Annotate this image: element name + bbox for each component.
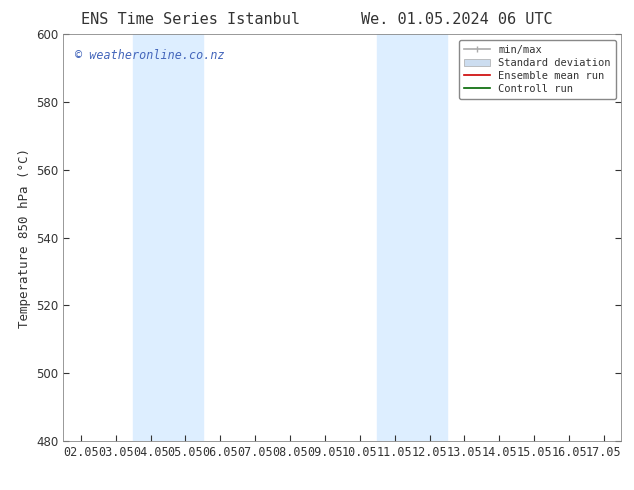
Text: ENS Time Series Istanbul: ENS Time Series Istanbul xyxy=(81,12,300,27)
Legend: min/max, Standard deviation, Ensemble mean run, Controll run: min/max, Standard deviation, Ensemble me… xyxy=(459,40,616,99)
Bar xyxy=(377,34,447,441)
Text: © weatheronline.co.nz: © weatheronline.co.nz xyxy=(75,49,224,62)
Text: We. 01.05.2024 06 UTC: We. 01.05.2024 06 UTC xyxy=(361,12,552,27)
Bar xyxy=(133,34,203,441)
Y-axis label: Temperature 850 hPa (°C): Temperature 850 hPa (°C) xyxy=(18,147,30,328)
